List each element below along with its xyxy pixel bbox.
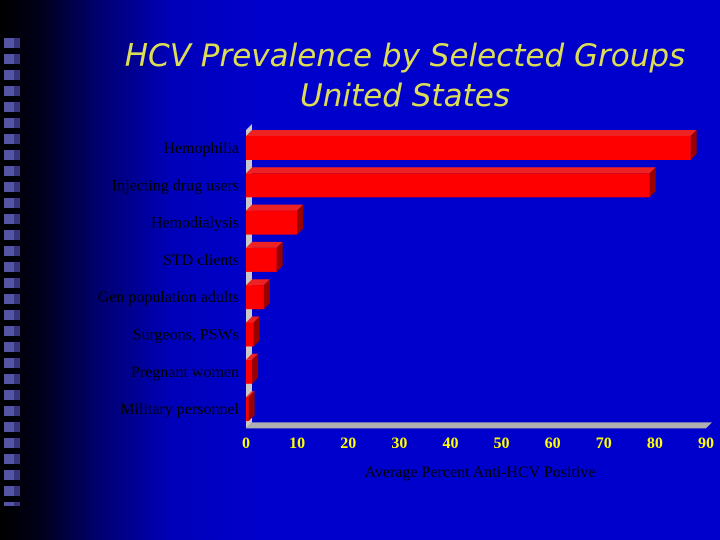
slide-title: HCV Prevalence by Selected Groups United… xyxy=(90,36,720,116)
bar-end-face xyxy=(276,241,283,272)
category-label: Gen population adults xyxy=(98,289,239,306)
bar-front-face xyxy=(246,136,691,160)
bar xyxy=(246,167,656,198)
bar-front-face xyxy=(246,247,277,272)
bar-end-face xyxy=(297,204,304,235)
bar xyxy=(246,316,260,347)
chart-walls xyxy=(246,124,712,429)
bar xyxy=(246,130,697,160)
decorative-side-strip xyxy=(4,38,20,506)
category-label: Hemodialysis xyxy=(151,215,239,232)
category-label: Military personnel xyxy=(120,401,239,418)
category-label: Pregnant women xyxy=(131,364,239,381)
bar-top-face xyxy=(246,353,259,360)
bar-end-face xyxy=(248,391,255,422)
tick-label: 20 xyxy=(340,435,356,452)
bar-end-face xyxy=(649,167,656,198)
tick-label: 0 xyxy=(242,435,250,452)
bar-top-face xyxy=(246,241,283,248)
bar xyxy=(246,241,283,272)
bar xyxy=(246,353,259,384)
bar-top-face xyxy=(246,279,270,286)
tick-label: 90 xyxy=(698,435,714,452)
title-line-2: United States xyxy=(300,78,510,114)
bar-front-face xyxy=(246,210,298,235)
tick-label: 80 xyxy=(647,435,663,452)
bar xyxy=(246,391,255,422)
bar-end-face xyxy=(263,279,270,310)
bar-top-face xyxy=(246,167,656,174)
x-axis-tick-labels: 0 10 20 30 40 50 60 70 80 90 xyxy=(242,435,714,452)
chart-side-wall xyxy=(246,124,252,429)
tick-label: 10 xyxy=(289,435,305,452)
category-label: Surgeons, PSWs xyxy=(133,327,239,344)
bar-end-face xyxy=(252,353,259,384)
tick-label: 50 xyxy=(494,435,510,452)
bar-top-face xyxy=(246,204,304,211)
chart-bars xyxy=(246,130,697,422)
bar xyxy=(246,204,304,235)
bar-front-face xyxy=(246,322,254,347)
tick-label: 60 xyxy=(545,435,561,452)
bar-front-face xyxy=(246,359,253,384)
category-labels: Hemophilia Injecting drug users Hemodialys… xyxy=(98,140,240,418)
bar xyxy=(246,279,270,310)
category-label: Injecting drug users xyxy=(112,177,239,194)
bar-front-face xyxy=(246,173,650,198)
bar-top-face xyxy=(246,316,260,323)
bar-top-face xyxy=(246,391,255,398)
title-line-1: HCV Prevalence by Selected Groups xyxy=(124,38,686,74)
bar-end-face xyxy=(253,316,260,347)
category-label: Hemophilia xyxy=(163,140,239,157)
bar-front-face xyxy=(246,285,264,310)
tick-label: 30 xyxy=(391,435,407,452)
tick-label: 70 xyxy=(596,435,612,452)
category-label: STD clients xyxy=(163,252,239,269)
bar-front-face xyxy=(246,397,249,422)
bar-end-face xyxy=(690,130,697,160)
bar-top-face xyxy=(246,130,697,136)
x-axis-title: Average Percent Anti-HCV Positive xyxy=(365,464,596,481)
tick-label: 40 xyxy=(442,435,458,452)
chart-floor xyxy=(246,422,712,429)
